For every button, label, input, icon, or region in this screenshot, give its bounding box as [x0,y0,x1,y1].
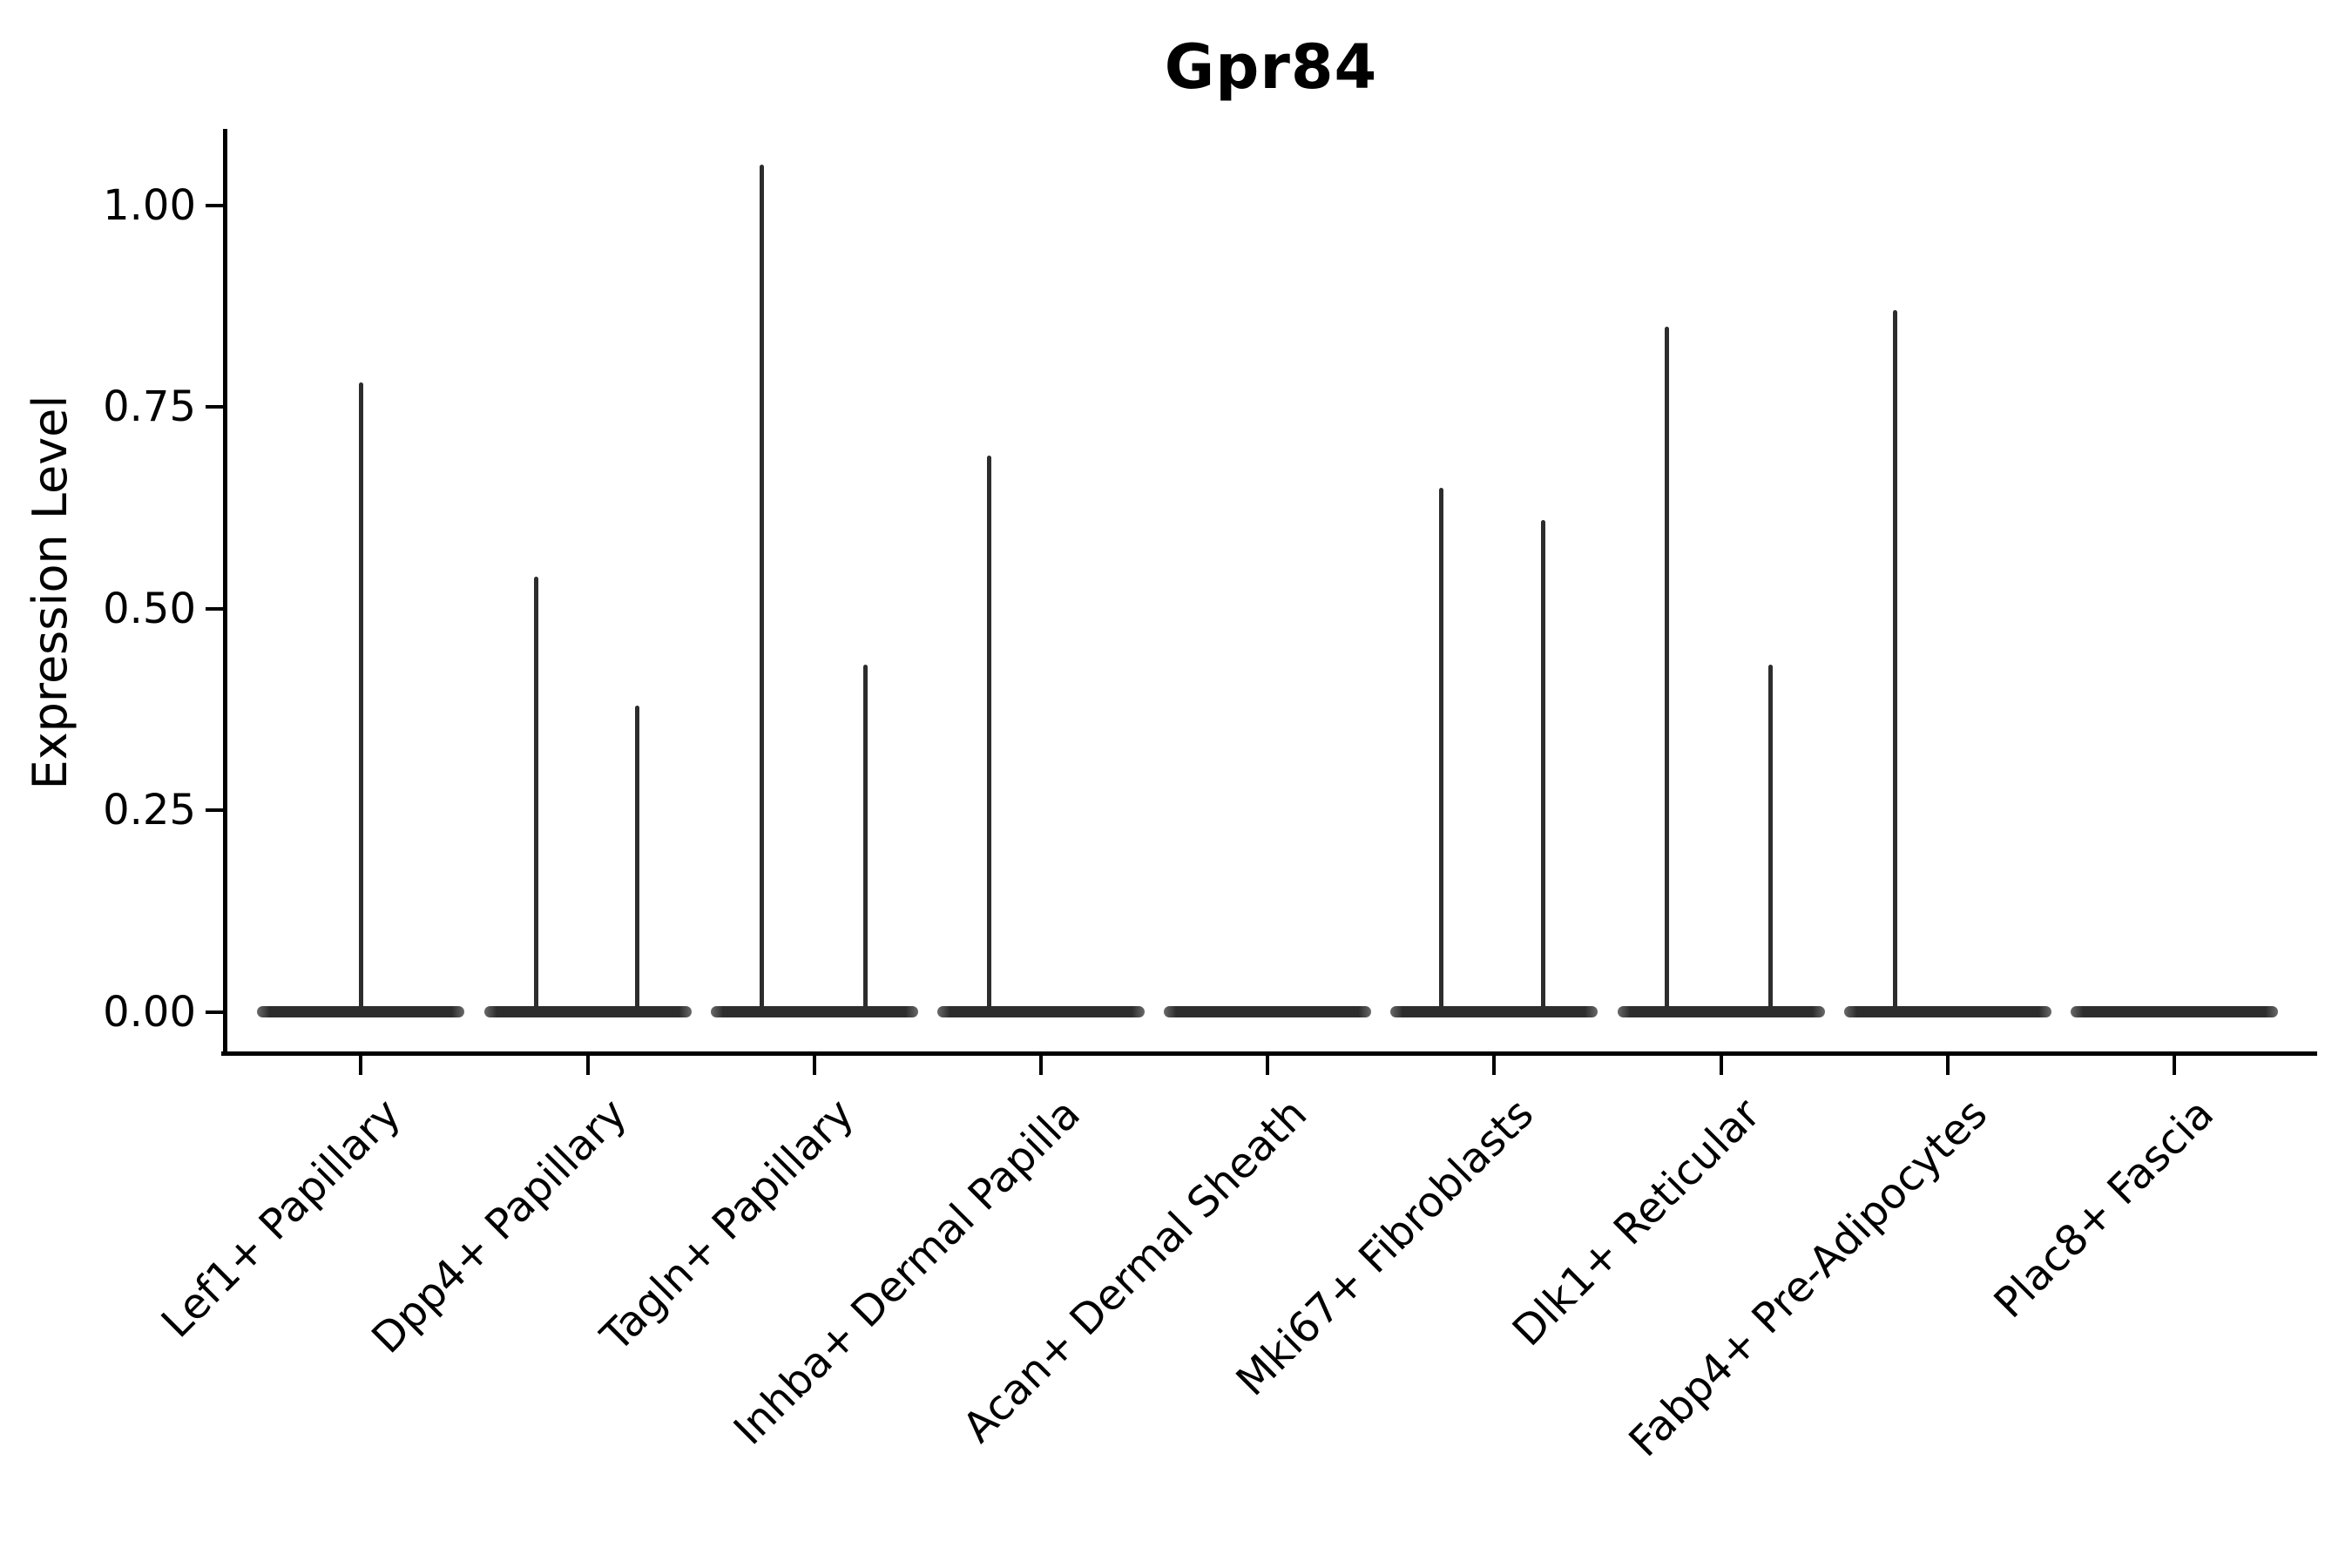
violin-spike [1767,665,1773,1015]
y-tick-mark [206,405,223,409]
violin-spike [1540,519,1545,1015]
x-tick-label: Lef1+ Papillary [152,1089,410,1348]
x-tick-label: Tagln+ Papillary [591,1089,863,1362]
y-tick-mark [206,808,223,813]
y-tick-label: 0.00 [103,987,196,1037]
x-tick-mark [1266,1056,1270,1075]
y-tick-label: 0.50 [103,584,196,633]
x-tick-mark [585,1056,590,1075]
x-tick-mark [359,1056,363,1075]
violin-spike [635,705,640,1015]
violin-spike [986,455,991,1015]
violin-zero-body [1390,1006,1598,1017]
plot-title: Gpr84 [1164,31,1378,103]
x-tick-label: Plac8+ Fascia [1984,1089,2224,1328]
violin-spike [534,576,539,1015]
violin-zero-body [483,1006,692,1017]
y-tick-mark [206,203,223,207]
violin-spike [760,165,765,1015]
y-axis-spine [223,129,227,1056]
y-tick-label: 1.00 [103,180,196,230]
violin-zero-body [1617,1006,1825,1017]
x-tick-mark [2172,1056,2176,1075]
y-tick-mark [206,1010,223,1014]
x-tick-mark [1038,1056,1043,1075]
x-tick-mark [1492,1056,1497,1075]
violin-spike [1664,326,1669,1015]
violin-zero-body [710,1006,918,1017]
violin-spike [862,665,868,1015]
y-tick-label: 0.25 [103,786,196,835]
x-tick-label: Dlk1+ Reticular [1504,1089,1770,1356]
violin-zero-body [936,1006,1145,1017]
violin-spike [1892,310,1897,1015]
x-tick-label: Dpp4+ Papillary [362,1089,637,1363]
violin-zero-body [1843,1006,2051,1017]
x-axis-spine [221,1051,2317,1056]
x-tick-mark [1945,1056,1950,1075]
x-tick-mark [812,1056,816,1075]
x-tick-mark [1719,1056,1723,1075]
violin-spike [1439,487,1444,1015]
violin-zero-body [2070,1006,2278,1017]
y-tick-mark [206,606,223,611]
y-tick-label: 0.75 [103,382,196,432]
violin-zero-body [1164,1006,1372,1017]
violin-spike [358,382,363,1015]
